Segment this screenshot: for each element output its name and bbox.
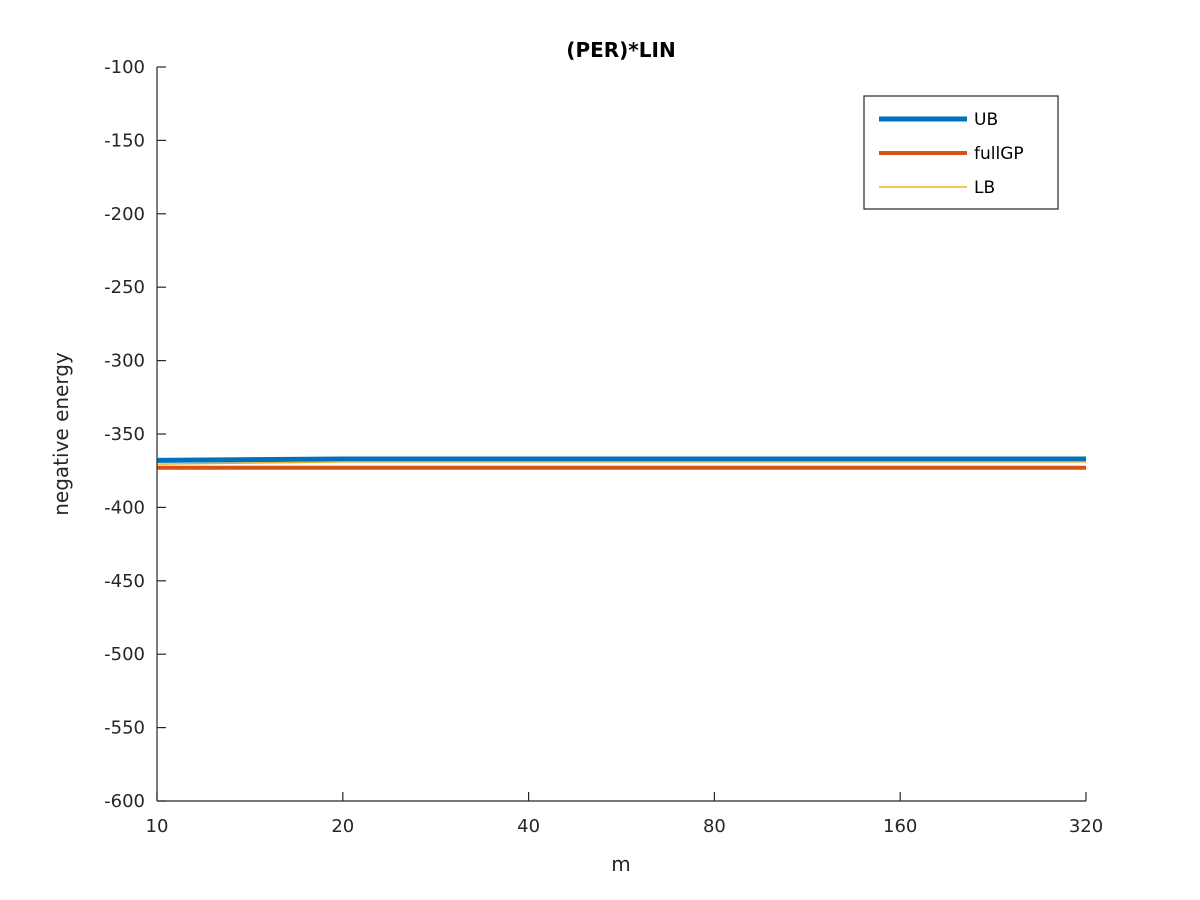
legend-label-ub: UB <box>974 110 998 130</box>
x-axis-ticks: 10 20 40 80 160 320 <box>146 792 1103 837</box>
y-tick-label: -400 <box>104 497 145 518</box>
y-tick-label: -350 <box>104 424 145 445</box>
x-tick-label: 80 <box>703 816 726 837</box>
y-tick-label: -250 <box>104 277 145 298</box>
x-tick-label: 20 <box>331 816 354 837</box>
legend: UB fullGP LB <box>863 95 1059 210</box>
legend-label-lb: LB <box>974 178 995 198</box>
y-tick-label: -100 <box>104 57 145 78</box>
series-line-lb <box>156 461 1086 465</box>
x-tick-label: 40 <box>517 816 540 837</box>
legend-label-fullgp: fullGP <box>974 144 1024 164</box>
series-line-ub <box>156 456 1086 463</box>
y-axis-title: negative energy <box>49 352 73 516</box>
x-tick-label: 10 <box>146 816 169 837</box>
chart-title: (PER)*LIN <box>566 38 675 62</box>
y-tick-label: -500 <box>104 644 145 665</box>
y-axis-ticks: -100 -150 -200 -250 -300 -350 -400 -450 -500 -550… <box>104 57 166 812</box>
x-tick-label: 160 <box>883 816 917 837</box>
y-tick-label: -550 <box>104 718 145 739</box>
x-axis-title: m <box>611 852 630 876</box>
x-tick-label: 320 <box>1069 816 1103 837</box>
y-tick-label: -450 <box>104 571 145 592</box>
y-tick-label: -150 <box>104 130 145 151</box>
y-tick-label: -200 <box>104 204 145 225</box>
y-tick-label: -300 <box>104 351 145 372</box>
series-layer <box>156 456 1087 470</box>
y-tick-label: -600 <box>104 791 145 812</box>
